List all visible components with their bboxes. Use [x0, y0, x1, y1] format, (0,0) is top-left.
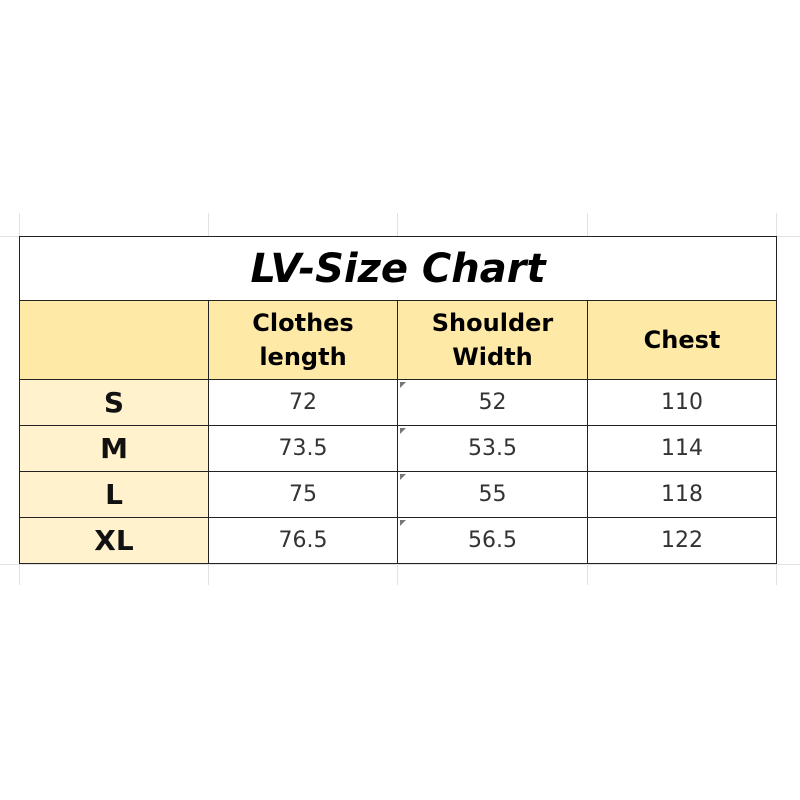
header-text: Clothes length — [252, 309, 354, 371]
grid-line — [0, 564, 800, 565]
size-value: 56.5 — [397, 517, 588, 564]
size-label: L — [19, 471, 209, 518]
size-value: 76.5 — [208, 517, 398, 564]
size-value: 52 — [397, 379, 588, 426]
size-value: 73.5 — [208, 425, 398, 472]
header-cell: Shoulder Width — [397, 300, 588, 380]
header-cell: Chest — [586, 300, 778, 380]
size-label: XL — [19, 517, 209, 564]
size-value: 75 — [208, 471, 398, 518]
header-cell — [19, 300, 209, 380]
table-row: M 73.5 53.5 114 — [19, 425, 778, 472]
size-value: 118 — [586, 471, 778, 518]
header-cell: Clothes length — [208, 300, 398, 380]
size-value: 72 — [208, 379, 398, 426]
size-value: 110 — [586, 379, 778, 426]
size-value: 55 — [397, 471, 588, 518]
header-row: Clothes length Shoulder Width Chest — [19, 300, 778, 380]
table-row: L 75 55 118 — [19, 471, 778, 518]
size-value: 114 — [586, 425, 778, 472]
size-label: S — [19, 379, 209, 426]
table-title: LV-Size Chart — [18, 236, 778, 301]
size-value: 53.5 — [397, 425, 588, 472]
size-label: M — [19, 425, 209, 472]
table-row: S 72 52 110 — [19, 379, 778, 426]
table-row: XL 76.5 56.5 122 — [19, 517, 778, 564]
size-table: LV-Size Chart Clothes length Shoulder Wid… — [18, 236, 778, 564]
size-value: 122 — [586, 517, 778, 564]
header-text: Shoulder Width — [431, 309, 554, 371]
header-text: Chest — [643, 326, 721, 354]
